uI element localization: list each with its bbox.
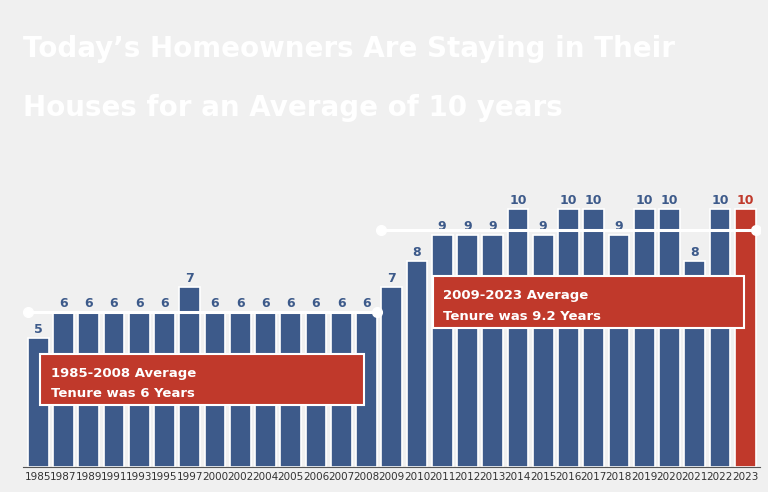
Text: 6: 6: [84, 297, 93, 310]
Text: 9: 9: [438, 220, 446, 233]
Bar: [230, 312, 250, 467]
Text: 6: 6: [362, 297, 371, 310]
Bar: [508, 209, 528, 467]
Text: 6: 6: [135, 297, 144, 310]
Bar: [204, 312, 225, 467]
Text: 10: 10: [635, 194, 653, 207]
Text: 9: 9: [463, 220, 472, 233]
Text: 1985-2008 Average: 1985-2008 Average: [51, 367, 196, 380]
Bar: [78, 312, 99, 467]
Text: 6: 6: [160, 297, 169, 310]
Text: 6: 6: [236, 297, 244, 310]
Text: 6: 6: [286, 297, 295, 310]
Bar: [53, 312, 74, 467]
Text: Tenure was 6 Years: Tenure was 6 Years: [51, 387, 194, 400]
Text: 6: 6: [337, 297, 346, 310]
Bar: [129, 312, 150, 467]
FancyBboxPatch shape: [433, 277, 744, 328]
Text: 9: 9: [614, 220, 624, 233]
Text: 7: 7: [387, 272, 396, 284]
Text: 10: 10: [711, 194, 729, 207]
Bar: [154, 312, 175, 467]
Bar: [634, 209, 654, 467]
Bar: [331, 312, 352, 467]
Bar: [28, 338, 48, 467]
Text: 9: 9: [539, 220, 548, 233]
Text: Houses for an Average of 10 years: Houses for an Average of 10 years: [23, 94, 563, 122]
Text: 6: 6: [110, 297, 118, 310]
Text: 6: 6: [261, 297, 270, 310]
Bar: [558, 209, 579, 467]
Text: 10: 10: [737, 194, 754, 207]
Text: 8: 8: [690, 246, 699, 259]
Text: 9: 9: [488, 220, 497, 233]
Bar: [280, 312, 301, 467]
Bar: [735, 209, 756, 467]
Bar: [608, 235, 629, 467]
Bar: [406, 261, 427, 467]
Bar: [684, 261, 705, 467]
Text: 10: 10: [509, 194, 527, 207]
Bar: [382, 286, 402, 467]
Bar: [432, 235, 452, 467]
Bar: [533, 235, 554, 467]
Bar: [306, 312, 326, 467]
Bar: [104, 312, 124, 467]
Text: 6: 6: [312, 297, 320, 310]
Text: 2009-2023 Average: 2009-2023 Average: [443, 289, 588, 302]
Bar: [659, 209, 680, 467]
Text: 5: 5: [34, 323, 42, 336]
Bar: [356, 312, 377, 467]
Text: 6: 6: [59, 297, 68, 310]
FancyBboxPatch shape: [41, 354, 364, 405]
Bar: [584, 209, 604, 467]
Bar: [710, 209, 730, 467]
Bar: [255, 312, 276, 467]
Bar: [180, 286, 200, 467]
Text: Tenure was 9.2 Years: Tenure was 9.2 Years: [443, 310, 601, 323]
Text: 10: 10: [660, 194, 678, 207]
Text: 7: 7: [185, 272, 194, 284]
Bar: [482, 235, 503, 467]
Bar: [457, 235, 478, 467]
Text: 6: 6: [210, 297, 219, 310]
Text: 8: 8: [412, 246, 421, 259]
Text: 10: 10: [560, 194, 578, 207]
Text: 10: 10: [585, 194, 602, 207]
Text: Today’s Homeowners Are Staying in Their: Today’s Homeowners Are Staying in Their: [23, 35, 675, 62]
